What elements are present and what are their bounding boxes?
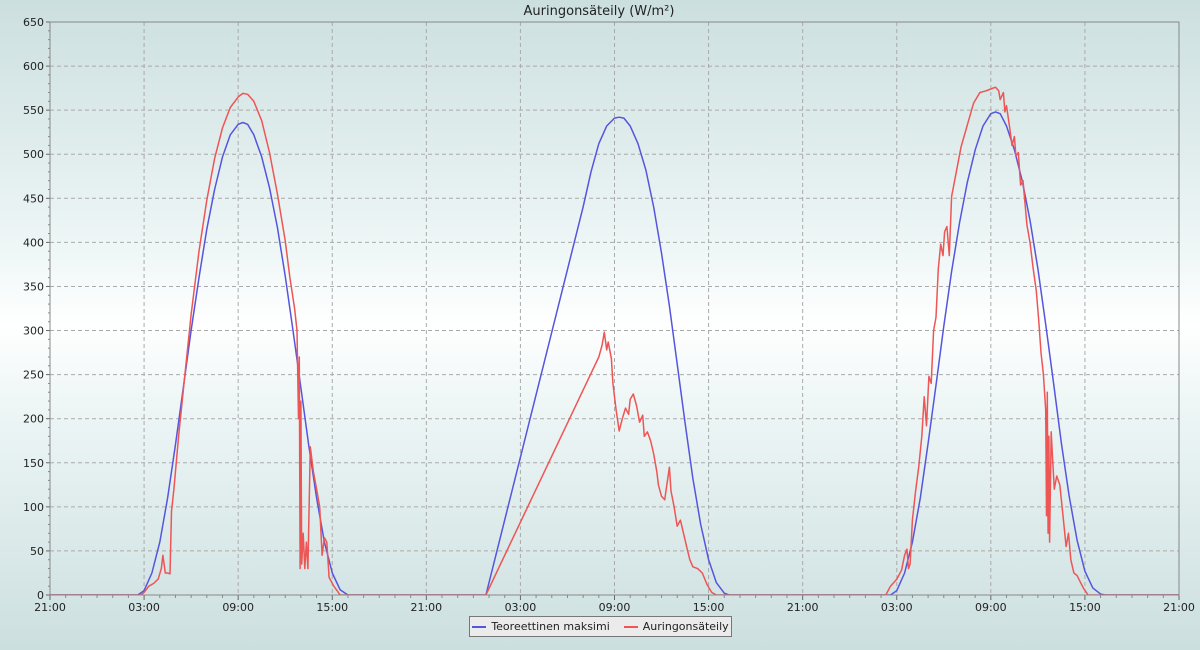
x-tick-label: 09:00	[599, 601, 631, 614]
legend-swatch-theoretical-max	[472, 625, 487, 628]
x-tick-label: 15:00	[316, 601, 348, 614]
legend-swatch-solar-radiation	[623, 625, 638, 628]
y-tick-label: 150	[23, 457, 44, 470]
legend-label-theoretical-max: Teoreettinen maksimi	[491, 620, 610, 633]
y-tick-label: 550	[23, 104, 44, 117]
x-tick-label: 09:00	[222, 601, 254, 614]
x-tick-label: 21:00	[1163, 601, 1195, 614]
series-line-theoretical-max	[50, 111, 1179, 595]
y-tick-label: 350	[23, 280, 44, 293]
y-tick-label: 600	[23, 60, 44, 73]
legend: Teoreettinen maksimi Auringonsäteily	[469, 616, 732, 637]
x-tick-label: 09:00	[975, 601, 1007, 614]
x-tick-label: 21:00	[410, 601, 442, 614]
series-lines	[50, 86, 1179, 595]
y-tick-label: 300	[23, 325, 44, 338]
grid	[50, 22, 1179, 595]
y-tick-label: 250	[23, 369, 44, 382]
x-tick-label: 03:00	[128, 601, 160, 614]
x-tick-label: 15:00	[693, 601, 725, 614]
x-tick-label: 21:00	[787, 601, 819, 614]
y-tick-label: 200	[23, 413, 44, 426]
y-tick-label: 650	[23, 16, 44, 29]
y-tick-label: 100	[23, 501, 44, 514]
y-tick-label: 50	[30, 545, 44, 558]
y-tick-label: 500	[23, 148, 44, 161]
legend-entry-theoretical-max: Teoreettinen maksimi	[472, 620, 610, 633]
y-tick-label: 0	[37, 589, 44, 602]
x-tick-label: 21:00	[34, 601, 66, 614]
legend-label-solar-radiation: Auringonsäteily	[642, 620, 729, 633]
plot-frame	[49, 21, 1180, 596]
x-tick-label: 15:00	[1069, 601, 1101, 614]
axes: 21:00 03:00 09:00 15:00 21:00 03:00 09:00 15:00…	[23, 16, 1195, 614]
y-tick-label: 450	[23, 192, 44, 205]
series-line-solar-radiation	[50, 86, 1179, 595]
chart-title: Auringonsäteily (W/m²)	[524, 4, 675, 19]
y-tick-label: 400	[23, 236, 44, 249]
x-tick-label: 03:00	[505, 601, 537, 614]
legend-entry-solar-radiation: Auringonsäteily	[623, 620, 729, 633]
x-tick-label: 03:00	[881, 601, 913, 614]
